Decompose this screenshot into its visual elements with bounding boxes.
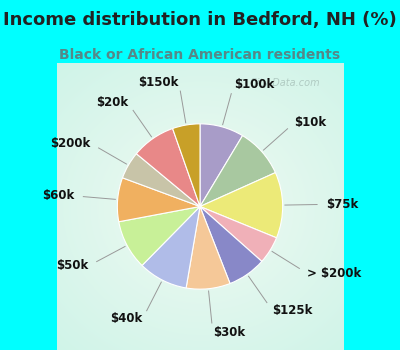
Text: > $200k: > $200k xyxy=(307,267,362,280)
Text: $125k: $125k xyxy=(272,304,312,317)
Wedge shape xyxy=(173,124,200,206)
Text: $75k: $75k xyxy=(326,198,358,211)
Text: Black or African American residents: Black or African American residents xyxy=(60,48,340,62)
Text: ⓘ City-Data.com: ⓘ City-Data.com xyxy=(241,78,320,88)
Text: $150k: $150k xyxy=(138,76,179,89)
Text: $50k: $50k xyxy=(56,259,88,272)
Text: $200k: $200k xyxy=(50,137,91,150)
Text: $20k: $20k xyxy=(96,96,128,109)
Wedge shape xyxy=(200,206,262,284)
Text: $60k: $60k xyxy=(42,189,74,202)
Wedge shape xyxy=(136,128,200,206)
Text: $30k: $30k xyxy=(213,326,245,339)
Wedge shape xyxy=(186,206,230,289)
Wedge shape xyxy=(142,206,200,288)
Wedge shape xyxy=(119,206,200,265)
Wedge shape xyxy=(200,124,242,206)
Wedge shape xyxy=(122,154,200,206)
Text: $100k: $100k xyxy=(234,78,274,91)
Wedge shape xyxy=(200,136,275,206)
Text: Income distribution in Bedford, NH (%): Income distribution in Bedford, NH (%) xyxy=(3,10,397,29)
Text: $10k: $10k xyxy=(294,116,326,129)
Wedge shape xyxy=(200,173,283,238)
Text: $40k: $40k xyxy=(110,313,142,326)
Wedge shape xyxy=(117,178,200,222)
Wedge shape xyxy=(200,206,276,261)
